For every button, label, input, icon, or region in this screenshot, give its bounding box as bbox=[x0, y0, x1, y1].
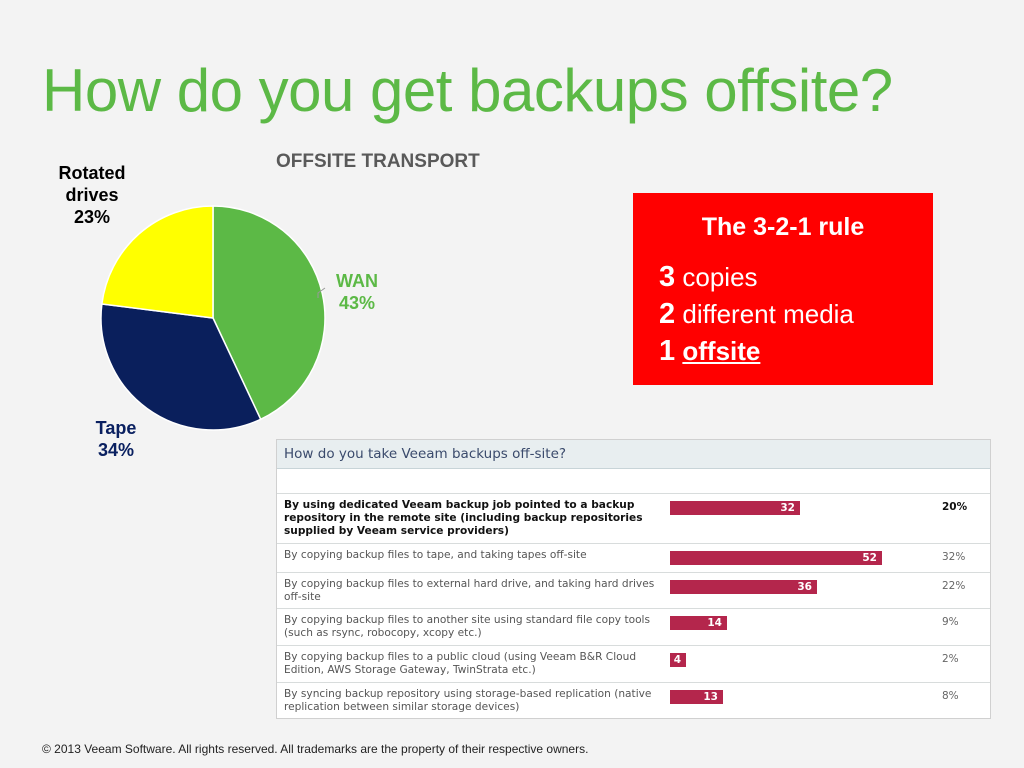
survey-row: By copying backup files to tape, and tak… bbox=[277, 543, 990, 572]
pie-label-tape-value: 34% bbox=[97, 440, 135, 460]
rule-line-offsite-number: 1 bbox=[659, 335, 676, 367]
pie-label-wan: WAN 43% bbox=[320, 270, 394, 314]
rule-line-media: 2 different media bbox=[659, 298, 854, 331]
survey-row-percent: 2% bbox=[942, 653, 959, 665]
pie-label-rotated-drives-value: 23% bbox=[73, 207, 111, 227]
survey-row: By copying backup files to external hard… bbox=[277, 572, 990, 608]
rule-line-media-text: different media bbox=[682, 299, 854, 329]
rule-line-copies-text: copies bbox=[682, 262, 758, 292]
rule-line-media-number: 2 bbox=[659, 298, 676, 330]
survey-row-bar: 52 bbox=[670, 551, 882, 565]
survey-row-bar: 32 bbox=[670, 501, 800, 515]
pie-chart bbox=[100, 205, 326, 431]
pie-label-tape-name: Tape bbox=[95, 418, 137, 438]
pie-label-tape: Tape 34% bbox=[76, 417, 156, 461]
survey-row-label: By copying backup files to another site … bbox=[284, 614, 651, 639]
survey-row-label: By copying backup files to a public clou… bbox=[284, 651, 637, 676]
survey-row: By copying backup files to another site … bbox=[277, 608, 990, 645]
pie-slice-rotated-drives bbox=[101, 205, 214, 319]
rule-line-offsite: 1 offsite bbox=[659, 335, 760, 368]
pie-chart-title: OFFSITE TRANSPORT bbox=[276, 151, 480, 172]
pie-label-rotated-drives: Rotated drives 23% bbox=[44, 162, 140, 228]
survey-row-percent: 9% bbox=[942, 616, 959, 628]
rule-line-copies-number: 3 bbox=[659, 261, 676, 293]
wan-leader-line bbox=[317, 287, 326, 298]
survey-row-label: By syncing backup repository using stora… bbox=[284, 688, 652, 713]
survey-row-label: By copying backup files to tape, and tak… bbox=[284, 549, 587, 561]
survey-results-table: How do you take Veeam backups off-site? … bbox=[276, 439, 991, 719]
survey-row-percent: 8% bbox=[942, 690, 959, 702]
pie-label-wan-value: 43% bbox=[338, 293, 376, 313]
pie-slice-tape bbox=[100, 303, 262, 431]
survey-row-bar: 14 bbox=[670, 616, 727, 630]
survey-question: How do you take Veeam backups off-site? bbox=[284, 446, 567, 462]
pie-label-wan-name: WAN bbox=[336, 271, 378, 291]
survey-row: By copying backup files to a public clou… bbox=[277, 645, 990, 682]
survey-row-label: By copying backup files to external hard… bbox=[284, 578, 655, 603]
rule-line-copies: 3 copies bbox=[659, 261, 758, 294]
rule-321-title: The 3-2-1 rule bbox=[701, 213, 865, 241]
survey-row-percent: 22% bbox=[942, 580, 966, 592]
rule-line-offsite-text: offsite bbox=[682, 336, 761, 366]
slide-title: How do you get backups offsite? bbox=[42, 57, 893, 124]
survey-row: By using dedicated Veeam backup job poin… bbox=[277, 493, 990, 543]
rule-321-box: The 3-2-1 rule 3 copies 2 different medi… bbox=[633, 193, 933, 385]
survey-row-bar: 36 bbox=[670, 580, 817, 594]
survey-row-percent: 20% bbox=[942, 501, 968, 513]
survey-row: By syncing backup repository using stora… bbox=[277, 682, 990, 719]
pie-slice-wan bbox=[212, 205, 326, 421]
survey-row-label: By using dedicated Veeam backup job poin… bbox=[284, 499, 643, 537]
survey-row-bar: 13 bbox=[670, 690, 723, 704]
survey-row-percent: 32% bbox=[942, 551, 966, 563]
survey-header: How do you take Veeam backups off-site? bbox=[277, 440, 990, 469]
survey-row-bar: 4 bbox=[670, 653, 686, 667]
pie-label-rotated-drives-name: Rotated drives bbox=[58, 163, 126, 205]
copyright-footer: © 2013 Veeam Software. All rights reserv… bbox=[42, 742, 589, 756]
